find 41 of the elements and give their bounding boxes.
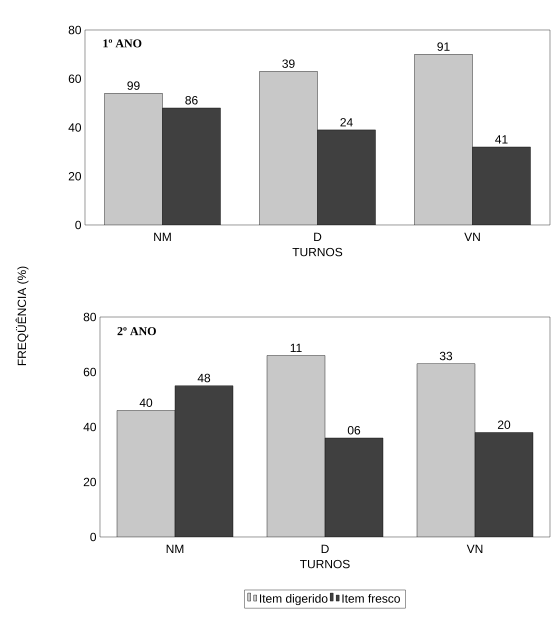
x-tick-label: D	[322, 544, 329, 553]
x-tick-label: NM	[154, 232, 171, 241]
x-axis-title: TURNOS	[292, 248, 342, 256]
annotation: 24	[340, 118, 353, 126]
annotation: 41	[495, 135, 508, 144]
text: 1º ANO	[103, 39, 142, 48]
annotation: 33	[440, 352, 452, 360]
text: 2º ANO	[118, 327, 156, 336]
legend-label: Item fresco	[342, 594, 400, 603]
x-tick-label: D	[314, 232, 322, 241]
y-tick-label: 40	[68, 123, 82, 132]
bar	[416, 364, 476, 537]
bar	[116, 410, 176, 537]
bar	[266, 356, 325, 537]
annotation: 40	[140, 398, 152, 407]
y-tick-label: 40	[83, 422, 96, 432]
annotation: 99	[127, 81, 140, 90]
annotation: 20	[498, 420, 510, 429]
annotation: 39	[282, 59, 295, 68]
y-tick-label: 60	[68, 74, 82, 83]
y-tick-label: 60	[84, 368, 96, 376]
y-tick-label: 20	[68, 172, 82, 180]
bar	[174, 386, 234, 537]
annotation: 06	[348, 426, 360, 434]
x-tick-label: VN	[466, 544, 482, 553]
annotation: 48	[198, 374, 210, 382]
y-tick-label: 80	[84, 312, 96, 322]
x-tick-label: NM	[166, 544, 184, 553]
y-tick-label: 80	[68, 26, 82, 34]
annotation: 86	[185, 96, 198, 104]
annotation: 91	[437, 42, 450, 51]
y-tick-label: 20	[84, 478, 96, 486]
legend-label: Item digerido	[260, 594, 328, 606]
bar	[325, 438, 383, 537]
annotation: 11	[290, 344, 302, 352]
x-axis-title: TURNOS	[300, 560, 350, 568]
y-tick-label: 0	[75, 220, 82, 230]
x-tick-label: VN	[464, 232, 480, 241]
bar	[474, 432, 534, 537]
y-axis-title: FREQÜÊNCIA (%)	[16, 266, 28, 366]
y-tick-label: 0	[90, 532, 96, 542]
